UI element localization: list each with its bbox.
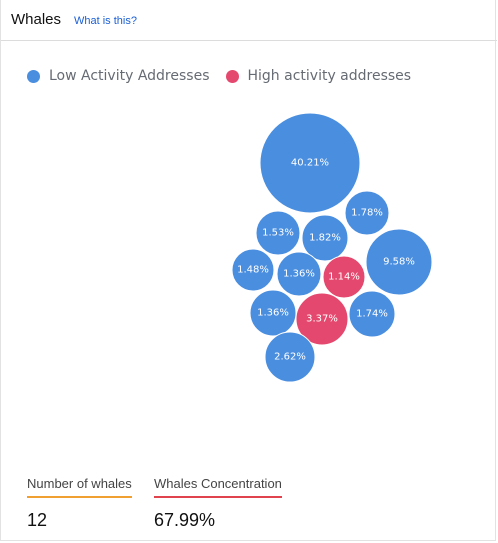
whales-concentration-label: Whales Concentration — [154, 476, 282, 498]
bubble-low-activity[interactable]: 1.48% — [231, 248, 275, 292]
whales-concentration-value: 67.99% — [154, 510, 216, 530]
bubble-value-label: 1.78% — [351, 208, 383, 219]
bubble-value-label: 40.21% — [291, 158, 329, 169]
bubble-value-label: 1.82% — [309, 233, 341, 244]
bubble-circle[interactable] — [249, 289, 297, 337]
panel-header: Whales What is this? — [1, 0, 497, 41]
bubble-low-activity[interactable]: 1.53% — [255, 210, 301, 256]
bubble-low-activity[interactable]: 1.82% — [301, 214, 349, 262]
bubble-circle[interactable] — [322, 255, 366, 299]
bubble-value-label: 3.37% — [306, 314, 338, 325]
bubble-circle[interactable] — [231, 248, 275, 292]
bubble-low-activity[interactable]: 1.78% — [344, 190, 390, 236]
bubble-low-activity[interactable]: 2.62% — [264, 331, 316, 383]
bubble-circle[interactable] — [259, 112, 361, 214]
bubble-circle[interactable] — [365, 228, 433, 296]
chart-legend: Low Activity Addresses High activity add… — [27, 68, 427, 84]
bubble-value-label: 1.48% — [237, 265, 269, 276]
legend-label-high-activity: High activity addresses — [247, 68, 412, 84]
bubble-low-activity[interactable]: 9.58% — [365, 228, 433, 296]
bubble-chart: 40.21% 1.78% 1.53% 1.82% 9.58% 1.48% 1.36% 1.14… — [231, 112, 433, 383]
bubble-high-activity[interactable]: 3.37% — [295, 292, 349, 346]
bubble-circle[interactable] — [301, 214, 349, 262]
bubble-low-activity[interactable]: 1.74% — [348, 290, 396, 338]
bubble-low-activity[interactable]: 1.36% — [249, 289, 297, 337]
bubble-value-label: 9.58% — [383, 257, 415, 268]
bubble-value-label: 1.14% — [328, 272, 360, 283]
low-activity-dot-icon — [27, 69, 40, 83]
bubble-value-label: 1.74% — [356, 309, 388, 320]
bubble-value-label: 1.36% — [283, 269, 315, 280]
bubble-circle[interactable] — [295, 292, 349, 346]
bubble-circle[interactable] — [344, 190, 390, 236]
bubble-low-activity[interactable]: 40.21% — [259, 112, 361, 214]
bubble-circle[interactable] — [276, 251, 322, 297]
number-of-whales-value: 12 — [27, 510, 48, 530]
bubble-circle[interactable] — [255, 210, 301, 256]
whales-concentration-stat: Whales Concentration 67.99% — [154, 475, 282, 531]
bubble-circle[interactable] — [348, 290, 396, 338]
legend-label-low-activity: Low Activity Addresses — [49, 68, 210, 84]
number-of-whales-label: Number of whales — [27, 476, 132, 498]
legend-item-high-activity[interactable]: High activity addresses — [225, 68, 412, 84]
panel-title: Whales — [11, 11, 62, 28]
high-activity-dot-icon — [225, 69, 239, 83]
bubble-high-activity[interactable]: 1.14% — [322, 255, 366, 299]
legend-item-low-activity[interactable]: Low Activity Addresses — [27, 68, 210, 84]
what-is-this-link[interactable]: What is this? — [74, 15, 137, 27]
bubble-circle[interactable] — [264, 331, 316, 383]
bubble-value-label: 1.53% — [262, 228, 294, 239]
number-of-whales-stat: Number of whales 12 — [27, 475, 132, 531]
bubble-value-label: 2.62% — [274, 352, 306, 363]
bubble-value-label: 1.36% — [257, 308, 289, 319]
bubble-low-activity[interactable]: 1.36% — [276, 251, 322, 297]
